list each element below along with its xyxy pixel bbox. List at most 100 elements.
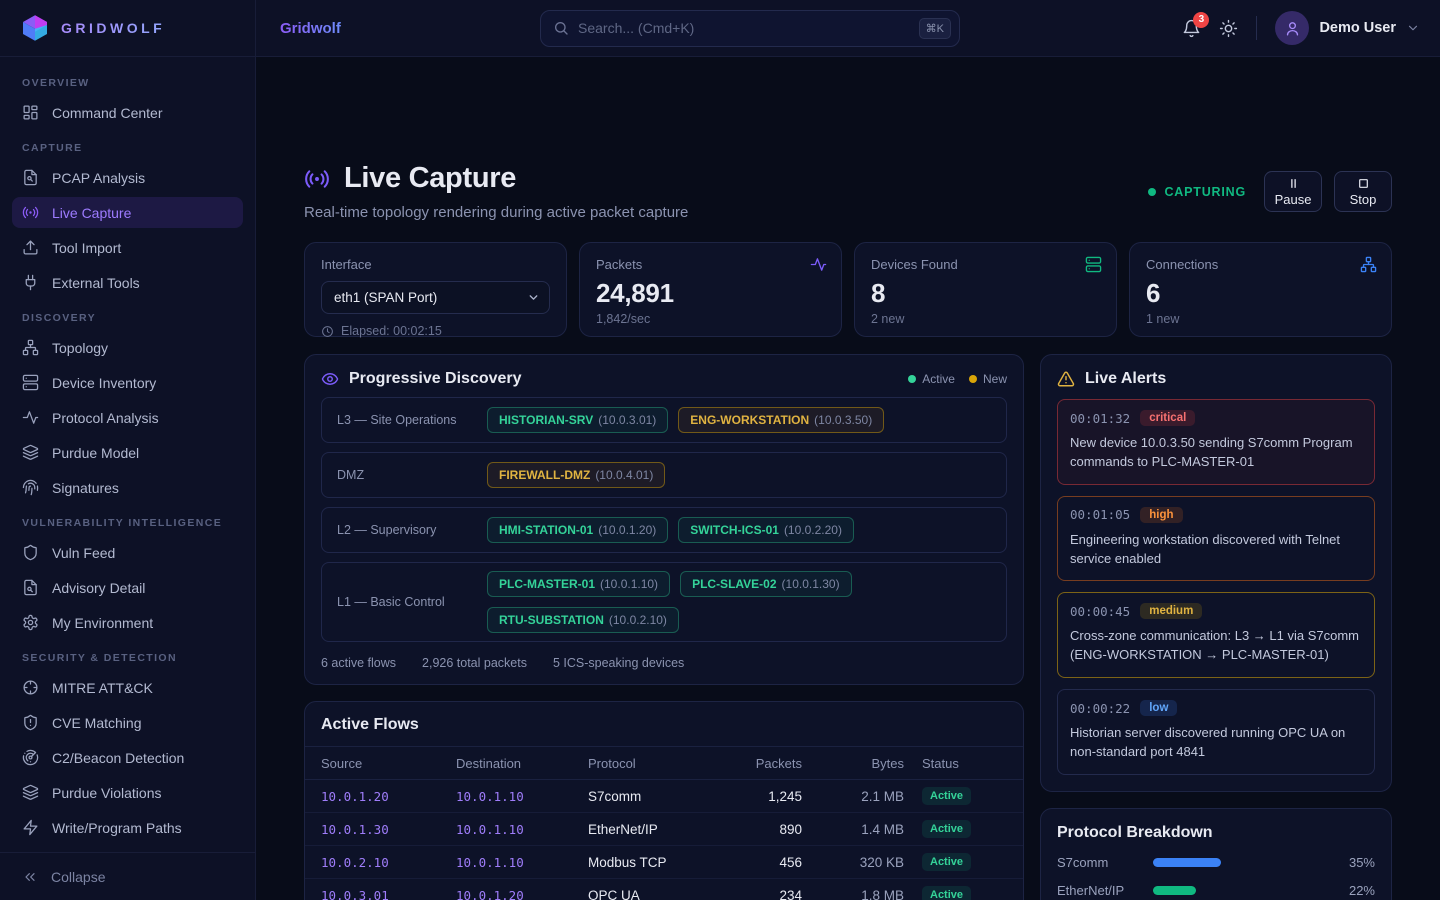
live-alerts-panel: Live Alerts 00:01:32 critical New device… [1040,354,1392,792]
sidebar-item-live-capture[interactable]: Live Capture [12,197,243,228]
zone-row-l2: L2 — Supervisory HMI-STATION-01 (10.0.1.2… [321,507,1007,553]
panel-title: Live Alerts [1085,370,1167,387]
search-input[interactable] [578,20,910,36]
user-name: Demo User [1319,20,1396,36]
interface-label: Interface [321,257,372,272]
alert-item[interactable]: 00:01:05 high Engineering workstation di… [1057,495,1375,582]
warning-triangle-icon [1057,370,1075,388]
sidebar-section-security: SECURITY & DETECTION [22,652,177,664]
gridwolf-logo-icon [20,13,50,43]
topbar-brand[interactable]: Gridwolf [280,19,341,37]
pause-button[interactable]: Pause [1264,171,1322,212]
sidebar-item-command-center[interactable]: Command Center [12,97,243,128]
device-chip[interactable]: HMI-STATION-01 (10.0.1.20) [487,517,669,543]
sidebar-item-label: C2/Beacon Detection [52,749,185,766]
table-row[interactable]: 10.0.3.01 10.0.1.20 OPC UA 234 1.8 MB Activ… [305,879,1023,900]
fingerprint-icon [22,479,39,496]
sidebar-item-write-program-paths[interactable]: Write/Program Paths [12,812,243,843]
chevron-down-icon [1406,21,1420,35]
device-chip[interactable]: PLC-MASTER-01 (10.0.1.10) [487,571,671,597]
alert-time: 00:00:45 [1070,603,1131,619]
device-chip[interactable]: RTU-SUBSTATION (10.0.2.10) [487,607,679,633]
notification-count-badge: 3 [1193,11,1210,28]
alert-item[interactable]: 00:01:32 critical New device 10.0.3.50 s… [1057,399,1375,485]
sidebar-item-purdue-model[interactable]: Purdue Model [12,437,243,468]
legend-active-dot [908,375,917,383]
sidebar-section-capture: CAPTURE [22,142,83,154]
sidebar-item-device-inventory[interactable]: Device Inventory [12,367,243,398]
sidebar-item-pcap-analysis[interactable]: PCAP Analysis [12,162,243,193]
main-content: Live Capture Real-time topology renderin… [256,57,1440,900]
packets-value: 24,891 [596,278,674,308]
device-chip[interactable]: FIREWALL-DMZ (10.0.4.01) [487,462,666,488]
status-dot [1148,187,1157,196]
clock-icon [321,325,334,338]
sidebar-item-external-tools[interactable]: External Tools [12,267,243,298]
crosshair-icon [22,679,39,696]
sidebar-item-c2-beacon[interactable]: C2/Beacon Detection [12,742,243,773]
sidebar-item-vuln-feed[interactable]: Vuln Feed [12,537,243,568]
connections-value: 6 [1146,278,1161,308]
gear-icon [22,614,39,631]
device-chip[interactable]: PLC-SLAVE-02 (10.0.1.30) [680,571,852,597]
radar-icon [22,749,39,766]
sidebar-nav: OVERVIEW Command Center CAPTURE PCAP Ana… [0,57,255,852]
sidebar: GRIDWOLF OVERVIEW Command Center CAPTURE… [0,0,256,900]
upload-icon [22,239,39,256]
global-search[interactable]: ⌘K [540,9,960,47]
stop-icon [1357,177,1370,190]
bell-icon [1182,19,1201,38]
sidebar-item-purdue-violations[interactable]: Purdue Violations [12,777,243,808]
stop-button[interactable]: Stop [1334,171,1392,212]
alert-message: Historian server discovered running OPC … [1070,725,1346,759]
sidebar-item-mitre-attack[interactable]: MITRE ATT&CK [12,672,243,703]
search-icon [553,20,569,36]
avatar [1275,11,1310,45]
chevrons-left-icon [22,869,38,885]
active-flows-panel: Active Flows Source Destination Protocol… [304,701,1024,900]
radio-waves-icon [22,204,39,221]
notifications-button[interactable]: 3 [1182,11,1210,38]
network-icon [1360,256,1377,273]
shield-alert-icon [22,714,39,731]
alert-message: Cross-zone communication: L3 → L1 via S7… [1070,628,1360,663]
sidebar-item-advisory-detail[interactable]: Advisory Detail [12,572,243,603]
device-chip[interactable]: SWITCH-ICS-01 (10.0.2.20) [678,517,854,543]
sidebar-collapse-button[interactable]: Collapse [0,852,255,900]
devices-new: 2 new [871,312,905,326]
device-chip[interactable]: ENG-WORKSTATION (10.0.3.50) [678,407,885,433]
zone-row-l1: L1 — Basic Control PLC-MASTER-01 (10.0.1.… [321,562,1007,642]
sidebar-item-label: Signatures [52,479,119,496]
interface-select[interactable]: eth1 (SPAN Port) [321,281,550,314]
status-badge: Active [922,787,972,805]
capture-status: CAPTURING [1148,185,1246,199]
sidebar-item-label: Write/Program Paths [52,819,182,836]
theme-toggle-button[interactable] [1219,19,1238,38]
device-chip[interactable]: HISTORIAN-SRV (10.0.3.01) [487,407,669,433]
sidebar-item-protocol-analysis[interactable]: Protocol Analysis [12,402,243,433]
sidebar-item-signatures[interactable]: Signatures [12,472,243,503]
layers-icon [22,444,39,461]
severity-badge: low [1140,700,1178,717]
sidebar-item-my-environment[interactable]: My Environment [12,607,243,638]
status-badge: Active [922,853,972,871]
table-row[interactable]: 10.0.1.20 10.0.1.10 S7comm 1,245 2.1 MB Act… [305,780,1023,813]
connections-card: Connections 6 1 new [1129,242,1392,337]
devices-card: Devices Found 8 2 new [854,242,1117,337]
alert-item[interactable]: 00:00:45 medium Cross-zone communication… [1057,592,1375,679]
user-menu[interactable]: Demo User [1275,11,1420,45]
sidebar-item-cve-matching[interactable]: CVE Matching [12,707,243,738]
protocol-row: S7comm 35% [1057,854,1375,870]
alert-item[interactable]: 00:00:22 low Historian server discovered… [1057,689,1375,775]
sidebar-item-topology[interactable]: Topology [12,332,243,363]
table-row[interactable]: 10.0.2.10 10.0.1.10 Modbus TCP 456 320 KB A… [305,846,1023,879]
severity-badge: high [1140,506,1183,523]
sidebar-item-tool-import[interactable]: Tool Import [12,232,243,263]
brand-name: GRIDWOLF [61,20,166,36]
discovery-footer-stats: 6 active flows 2,926 total packets 5 ICS… [321,656,685,670]
brand-logo-row[interactable]: GRIDWOLF [0,0,255,57]
status-badge: Active [922,886,972,900]
table-row[interactable]: 10.0.1.30 10.0.1.10 EtherNet/IP 890 1.4 MB… [305,813,1023,846]
interface-card: Interface eth1 (SPAN Port) Elapsed: 00:0… [304,242,567,338]
panel-title: Protocol Breakdown [1057,823,1213,841]
